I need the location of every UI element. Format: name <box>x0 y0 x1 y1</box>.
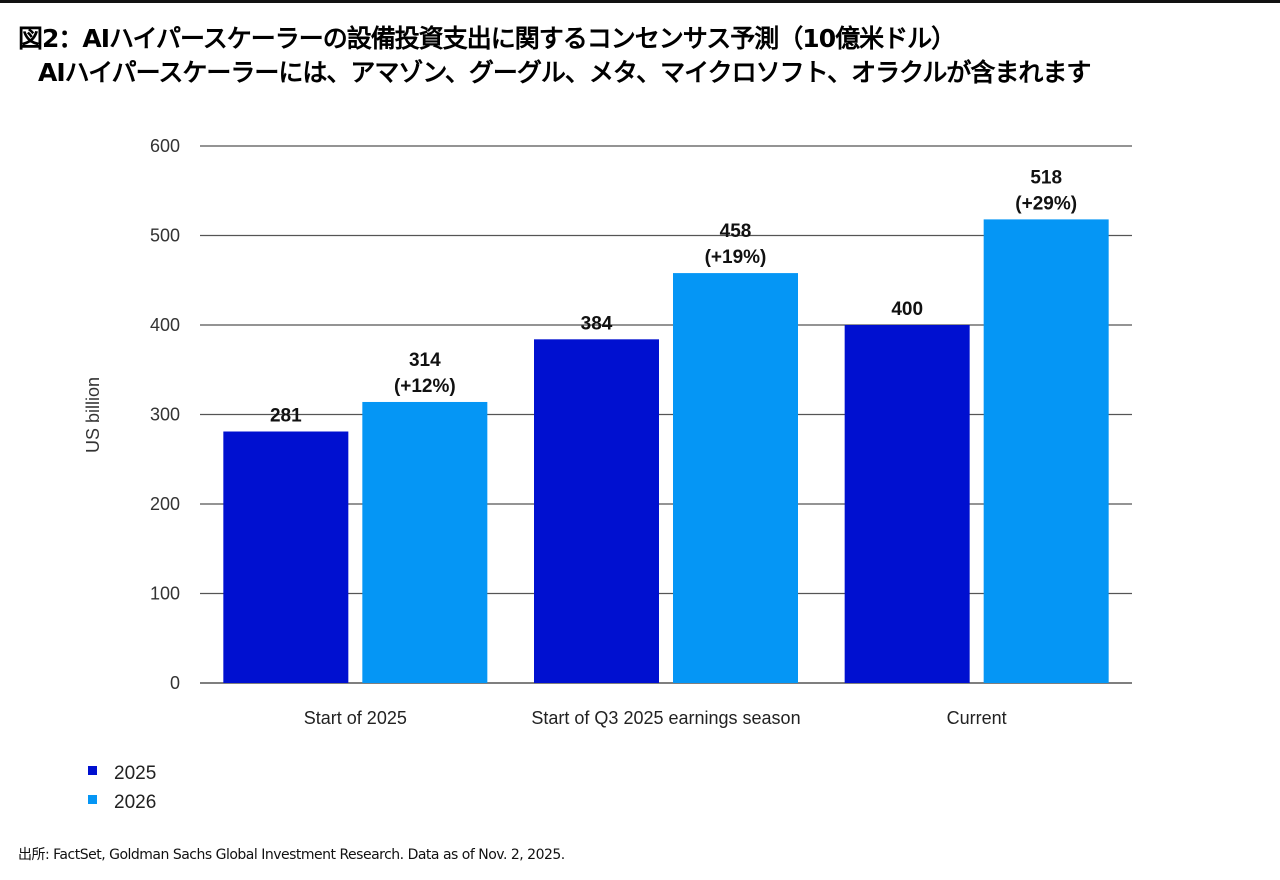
title-line-2: AIハイパースケーラーには、アマゾン、グーグル、メタ、マイクロソフト、オラクルが… <box>38 58 1091 87</box>
data-label: 518 <box>1030 167 1062 188</box>
data-label: (+12%) <box>394 376 456 397</box>
legend-swatch-2025 <box>88 766 97 775</box>
bar-2025 <box>844 325 970 683</box>
bar-2025 <box>534 339 659 683</box>
x-tick-label: Start of 2025 <box>304 708 407 728</box>
y-tick-label: 400 <box>150 315 180 335</box>
chart-title: 図2：AIハイパースケーラーの設備投資支出に関するコンセンサス予測（10億米ドル… <box>18 22 1091 90</box>
y-tick-label: 200 <box>150 494 180 514</box>
y-tick-label: 600 <box>150 136 180 156</box>
data-label: 384 <box>581 313 613 334</box>
data-label: 314 <box>409 350 441 371</box>
data-label: 400 <box>891 299 923 320</box>
legend-swatch-2026 <box>88 795 97 804</box>
y-tick-label: 100 <box>150 584 180 604</box>
y-axis-label: US billion <box>83 377 103 453</box>
title-line-1: 図2：AIハイパースケーラーの設備投資支出に関するコンセンサス予測（10億米ドル… <box>18 24 956 53</box>
data-label: 281 <box>270 406 302 427</box>
legend-label: 2026 <box>114 792 156 813</box>
legend-label: 2025 <box>114 763 156 784</box>
bar-2026 <box>983 219 1109 683</box>
data-label: 458 <box>720 221 752 242</box>
data-label: (+19%) <box>705 247 767 268</box>
y-tick-label: 300 <box>150 405 180 425</box>
y-tick-label: 500 <box>150 226 180 246</box>
bar-2026 <box>673 273 798 683</box>
bar-2026 <box>362 401 488 683</box>
data-label: (+29%) <box>1015 193 1077 214</box>
source-note: 出所: FactSet, Goldman Sachs Global Invest… <box>18 847 565 863</box>
bar-2025 <box>223 431 349 683</box>
x-tick-label: Start of Q3 2025 earnings season <box>531 708 800 728</box>
y-tick-label: 0 <box>170 673 180 693</box>
x-tick-label: Current <box>947 708 1007 728</box>
top-rule <box>0 0 1280 3</box>
